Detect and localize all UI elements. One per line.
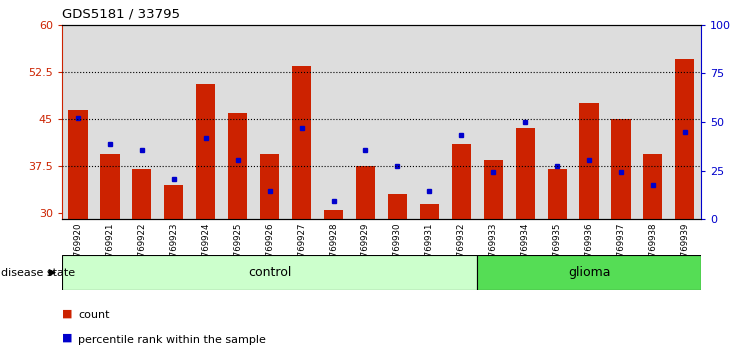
Bar (669, 25, 701, 219)
Bar (260, 154, 279, 219)
Text: ■: ■ (62, 308, 72, 318)
Bar (477, 25, 510, 219)
Bar (452, 144, 471, 219)
Bar (94, 25, 126, 219)
Bar (612, 119, 631, 219)
Bar (541, 25, 573, 219)
Bar (254, 25, 285, 219)
Bar (637, 25, 669, 219)
Bar (69, 110, 88, 219)
Bar (675, 59, 694, 219)
Text: count: count (78, 310, 110, 320)
Bar (62, 25, 94, 219)
Bar (126, 25, 158, 219)
Bar (324, 210, 343, 219)
Bar (388, 194, 407, 219)
Bar (350, 25, 381, 219)
Bar (190, 25, 222, 219)
Text: control: control (248, 266, 291, 279)
Bar (381, 25, 413, 219)
Bar (515, 129, 534, 219)
Bar (643, 154, 663, 219)
Bar (413, 25, 445, 219)
Bar (510, 25, 541, 219)
Bar (132, 169, 152, 219)
Bar (62, 255, 477, 290)
Bar (222, 25, 254, 219)
Text: ■: ■ (62, 333, 72, 343)
Bar (573, 25, 605, 219)
Text: GDS5181 / 33795: GDS5181 / 33795 (62, 7, 180, 20)
Bar (548, 169, 566, 219)
Bar (445, 25, 477, 219)
Bar (196, 85, 215, 219)
Bar (101, 154, 120, 219)
Bar (356, 166, 375, 219)
Bar (292, 65, 311, 219)
Bar (164, 185, 183, 219)
Bar (285, 25, 318, 219)
Bar (483, 160, 503, 219)
Text: disease state: disease state (1, 268, 76, 278)
Bar (420, 204, 439, 219)
Bar (318, 25, 350, 219)
Bar (605, 25, 637, 219)
Text: percentile rank within the sample: percentile rank within the sample (78, 335, 266, 345)
Bar (580, 103, 599, 219)
Text: glioma: glioma (568, 266, 610, 279)
Bar (158, 25, 190, 219)
Bar (477, 255, 701, 290)
Bar (228, 113, 247, 219)
